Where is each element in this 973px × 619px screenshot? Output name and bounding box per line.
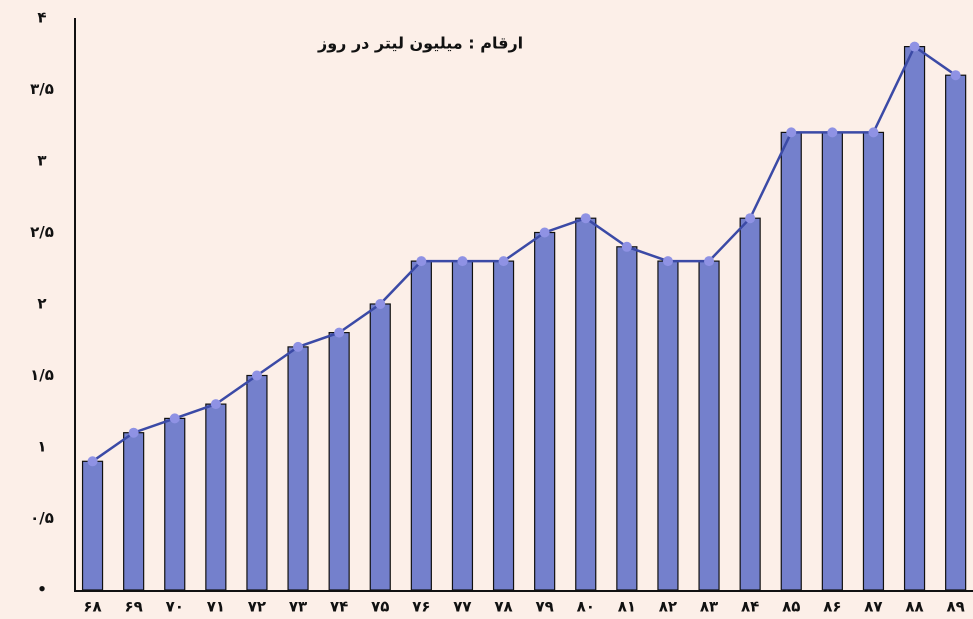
- bar: [369, 303, 391, 591]
- x-tick-label: ۸۹: [946, 598, 964, 616]
- x-tick-label: ۷۶: [412, 598, 430, 616]
- x-tick-label: ۸۳: [700, 598, 718, 616]
- marker: [416, 256, 427, 267]
- y-tick-label: ۴: [37, 9, 46, 27]
- bar: [698, 260, 720, 591]
- bar: [81, 460, 104, 591]
- bar: [739, 217, 761, 591]
- x-tick-label: ۸۷: [864, 598, 882, 616]
- x-tick-label: ۷۳: [289, 598, 307, 616]
- x-tick-label: ۸۵: [782, 598, 800, 616]
- x-tick-label: ۸۰: [577, 598, 595, 616]
- bar: [328, 332, 350, 591]
- marker: [704, 256, 715, 267]
- marker: [868, 127, 879, 138]
- marker: [457, 256, 468, 267]
- marker: [334, 327, 345, 338]
- bar: [575, 217, 597, 591]
- bar: [862, 131, 885, 591]
- bar: [123, 432, 145, 591]
- x-tick-label: ۸۶: [823, 598, 841, 616]
- line: [91, 44, 957, 463]
- marker: [662, 256, 673, 267]
- marker: [251, 370, 262, 381]
- bar: [164, 417, 186, 591]
- marker: [827, 127, 838, 138]
- x-tick-label: ۷۴: [330, 598, 348, 616]
- y-tick-label: •: [37, 581, 47, 599]
- marker: [293, 341, 304, 352]
- bar: [410, 260, 432, 591]
- y-tick-label: ۱: [37, 438, 46, 456]
- y-tick-label: ۱/۵: [30, 366, 54, 384]
- annotation: ارقام : میلیون لیتر در روز: [317, 34, 523, 53]
- x-tick-label: ۸۴: [741, 598, 759, 616]
- bar: [945, 74, 967, 591]
- x-tick-label: ۸۱: [618, 598, 636, 616]
- marker: [87, 456, 98, 467]
- marker: [498, 256, 509, 267]
- marker: [169, 413, 180, 424]
- bar: [287, 346, 309, 591]
- bar: [903, 45, 926, 591]
- x-tick-label: ۸۸: [905, 598, 923, 616]
- bar: [451, 260, 474, 591]
- x-tick-label: ۷۵: [371, 598, 389, 616]
- x-tick-label: ۷۷: [453, 598, 471, 616]
- bar: [616, 246, 638, 591]
- bar: [492, 260, 515, 591]
- x-tick-label: ۶۸: [83, 598, 101, 616]
- x-tick-label: ۷۸: [494, 598, 512, 616]
- bar: [534, 231, 556, 591]
- marker: [745, 213, 756, 224]
- bar: [657, 260, 679, 591]
- marker: [375, 299, 386, 309]
- bar: [780, 131, 802, 591]
- marker: [539, 227, 550, 238]
- marker: [909, 41, 920, 52]
- bar: [246, 374, 268, 591]
- marker: [621, 241, 632, 252]
- marker: [786, 127, 797, 138]
- marker: [950, 70, 961, 81]
- x-tick-label: ۷۲: [248, 598, 266, 616]
- x-tick-label: ۸۲: [659, 598, 677, 616]
- x-tick-label: ۶۹: [124, 598, 142, 616]
- y-tick-label: ۳/۵: [30, 80, 54, 98]
- marker: [128, 427, 139, 438]
- x-tick-label: ۷۹: [535, 598, 553, 616]
- bar: [205, 403, 227, 591]
- x-tick-label: ۷۰: [166, 598, 184, 616]
- y-tick-label: ۰/۵: [30, 509, 54, 527]
- bar: [821, 131, 843, 591]
- y-tick-label: ۲: [37, 295, 46, 313]
- y-tick-label: ۳: [37, 152, 46, 170]
- x-tick-label: ۷۱: [207, 598, 225, 616]
- marker: [580, 213, 591, 224]
- y-tick-label: ۲/۵: [30, 223, 54, 241]
- marker: [210, 399, 221, 410]
